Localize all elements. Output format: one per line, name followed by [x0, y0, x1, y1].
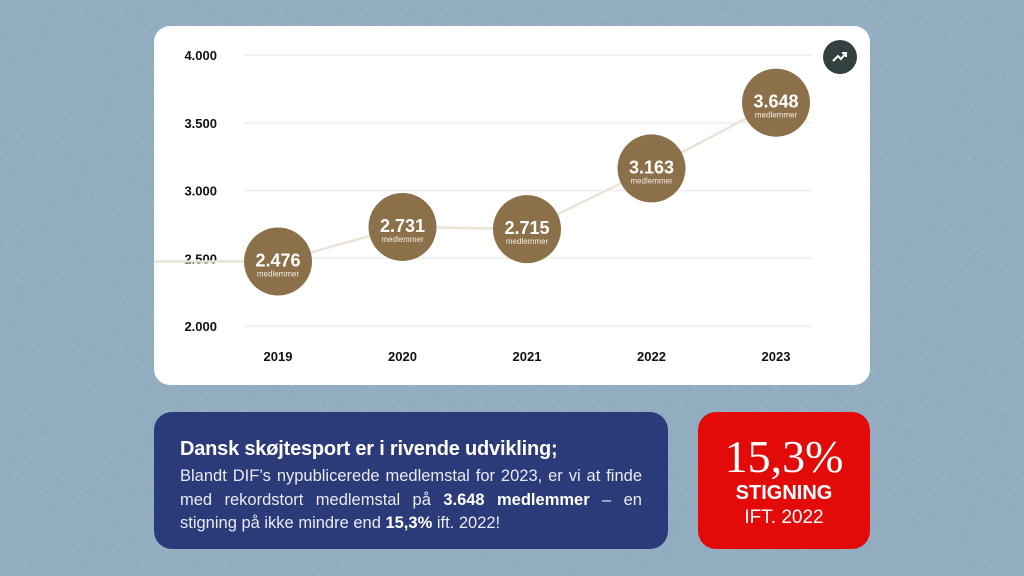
series-line: [154, 101, 777, 263]
data-label: 2.731: [380, 216, 425, 236]
data-sublabel: medlemmer: [381, 235, 424, 244]
info-text: Blandt DIF’s nypublicerede medlemstal fo…: [180, 467, 642, 509]
data-sublabel: medlemmer: [257, 270, 300, 279]
y-tick-label: 3.000: [184, 184, 217, 199]
highlight-label: STIGNING: [735, 482, 833, 504]
data-point: [368, 192, 437, 261]
highlight-sub: IFT. 2022: [744, 507, 824, 528]
data-label: 2.476: [255, 251, 300, 271]
trend-button[interactable]: [823, 40, 857, 74]
y-tick-label: 2.500: [184, 251, 217, 266]
data-point: [244, 227, 312, 296]
x-tick-label: 2019: [264, 349, 293, 364]
y-tick-label: 2.000: [184, 319, 217, 334]
data-sublabel: medlemmer: [755, 111, 798, 120]
y-tick-label: 4.000: [184, 48, 217, 63]
info-text: ift. 2022!: [432, 514, 501, 532]
line-chart: 4.000 3.500 3.000 2.500 2.000 2019 2020 2021 202…: [154, 48, 812, 364]
trending-up-icon: [832, 52, 847, 62]
data-label: 2.715: [504, 218, 549, 238]
highlight-percent: 15,3%: [724, 431, 844, 482]
x-tick-label: 2020: [388, 349, 417, 364]
info-box: Dansk skøjtesport er i rivende udvikling…: [154, 412, 668, 549]
info-title: Dansk skøjtesport er i rivende udvikling…: [180, 438, 558, 460]
data-label: 3.648: [753, 92, 798, 112]
data-sublabel: medlemmer: [506, 237, 549, 246]
data-label: 3.163: [629, 157, 674, 177]
info-highlight: 15,3%: [385, 514, 433, 532]
highlight-box: 15,3% STIGNING IFT. 2022: [698, 412, 870, 549]
x-tick-label: 2022: [637, 349, 666, 364]
y-tick-label: 3.500: [184, 116, 217, 131]
info-body: Blandt DIF’s nypublicerede medlemstal fo…: [180, 465, 642, 536]
x-tick-label: 2023: [762, 349, 791, 364]
data-point: [493, 195, 561, 264]
info-highlight: 3.648 medlemmer: [443, 490, 590, 509]
data-sublabel: medlemmer: [630, 176, 673, 185]
data-point: [617, 134, 686, 203]
info-text: – en stigning på ikke mindre end: [180, 490, 642, 533]
x-tick-label: 2021: [513, 349, 542, 364]
data-point: [742, 68, 810, 137]
